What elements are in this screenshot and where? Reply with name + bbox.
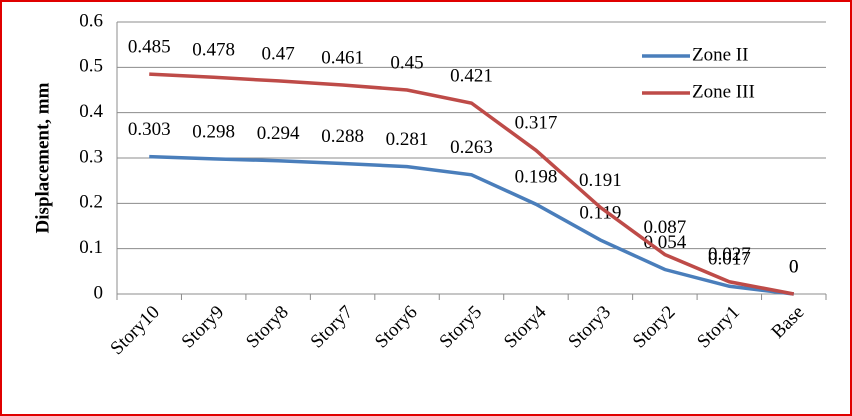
data-label: 0.317 [515, 113, 558, 134]
data-label: 0.47 [262, 43, 295, 64]
data-label: 0 [789, 256, 799, 277]
data-label: 0.485 [128, 36, 171, 57]
data-label: 0.461 [321, 47, 364, 68]
data-label: 0.294 [257, 123, 300, 144]
y-tick-label: 0.4 [79, 101, 103, 122]
y-tick-label: 0 [94, 282, 104, 303]
y-tick-label: 0.6 [79, 10, 103, 31]
data-label: 0.119 [579, 202, 621, 223]
series-line [149, 72, 795, 296]
data-label: 0.198 [515, 167, 558, 188]
data-label: 0.027 [708, 244, 751, 265]
legend-label: Zone III [692, 81, 755, 102]
data-label: 0.263 [450, 137, 493, 158]
data-label: 0.478 [192, 40, 235, 61]
data-label: 0.281 [386, 129, 429, 150]
data-label: 0.087 [643, 217, 686, 238]
y-axis-label: Displacement, mm [32, 82, 53, 233]
y-tick-label: 0.3 [79, 146, 103, 167]
series-line [149, 154, 794, 296]
data-label: 0 [789, 256, 799, 277]
data-label: 0.45 [390, 52, 423, 73]
data-label: 0.421 [450, 66, 493, 87]
data-label: 0.191 [579, 170, 622, 191]
y-tick-label: 0.1 [79, 237, 103, 258]
y-tick-label: 0.2 [79, 192, 103, 213]
data-label: 0.303 [128, 119, 171, 140]
y-tick-label: 0.5 [79, 56, 103, 77]
legend-label: Zone II [692, 44, 748, 65]
data-label: 0.298 [192, 121, 235, 142]
data-label: 0.288 [321, 126, 364, 147]
data-label: 0.017 [708, 249, 751, 270]
